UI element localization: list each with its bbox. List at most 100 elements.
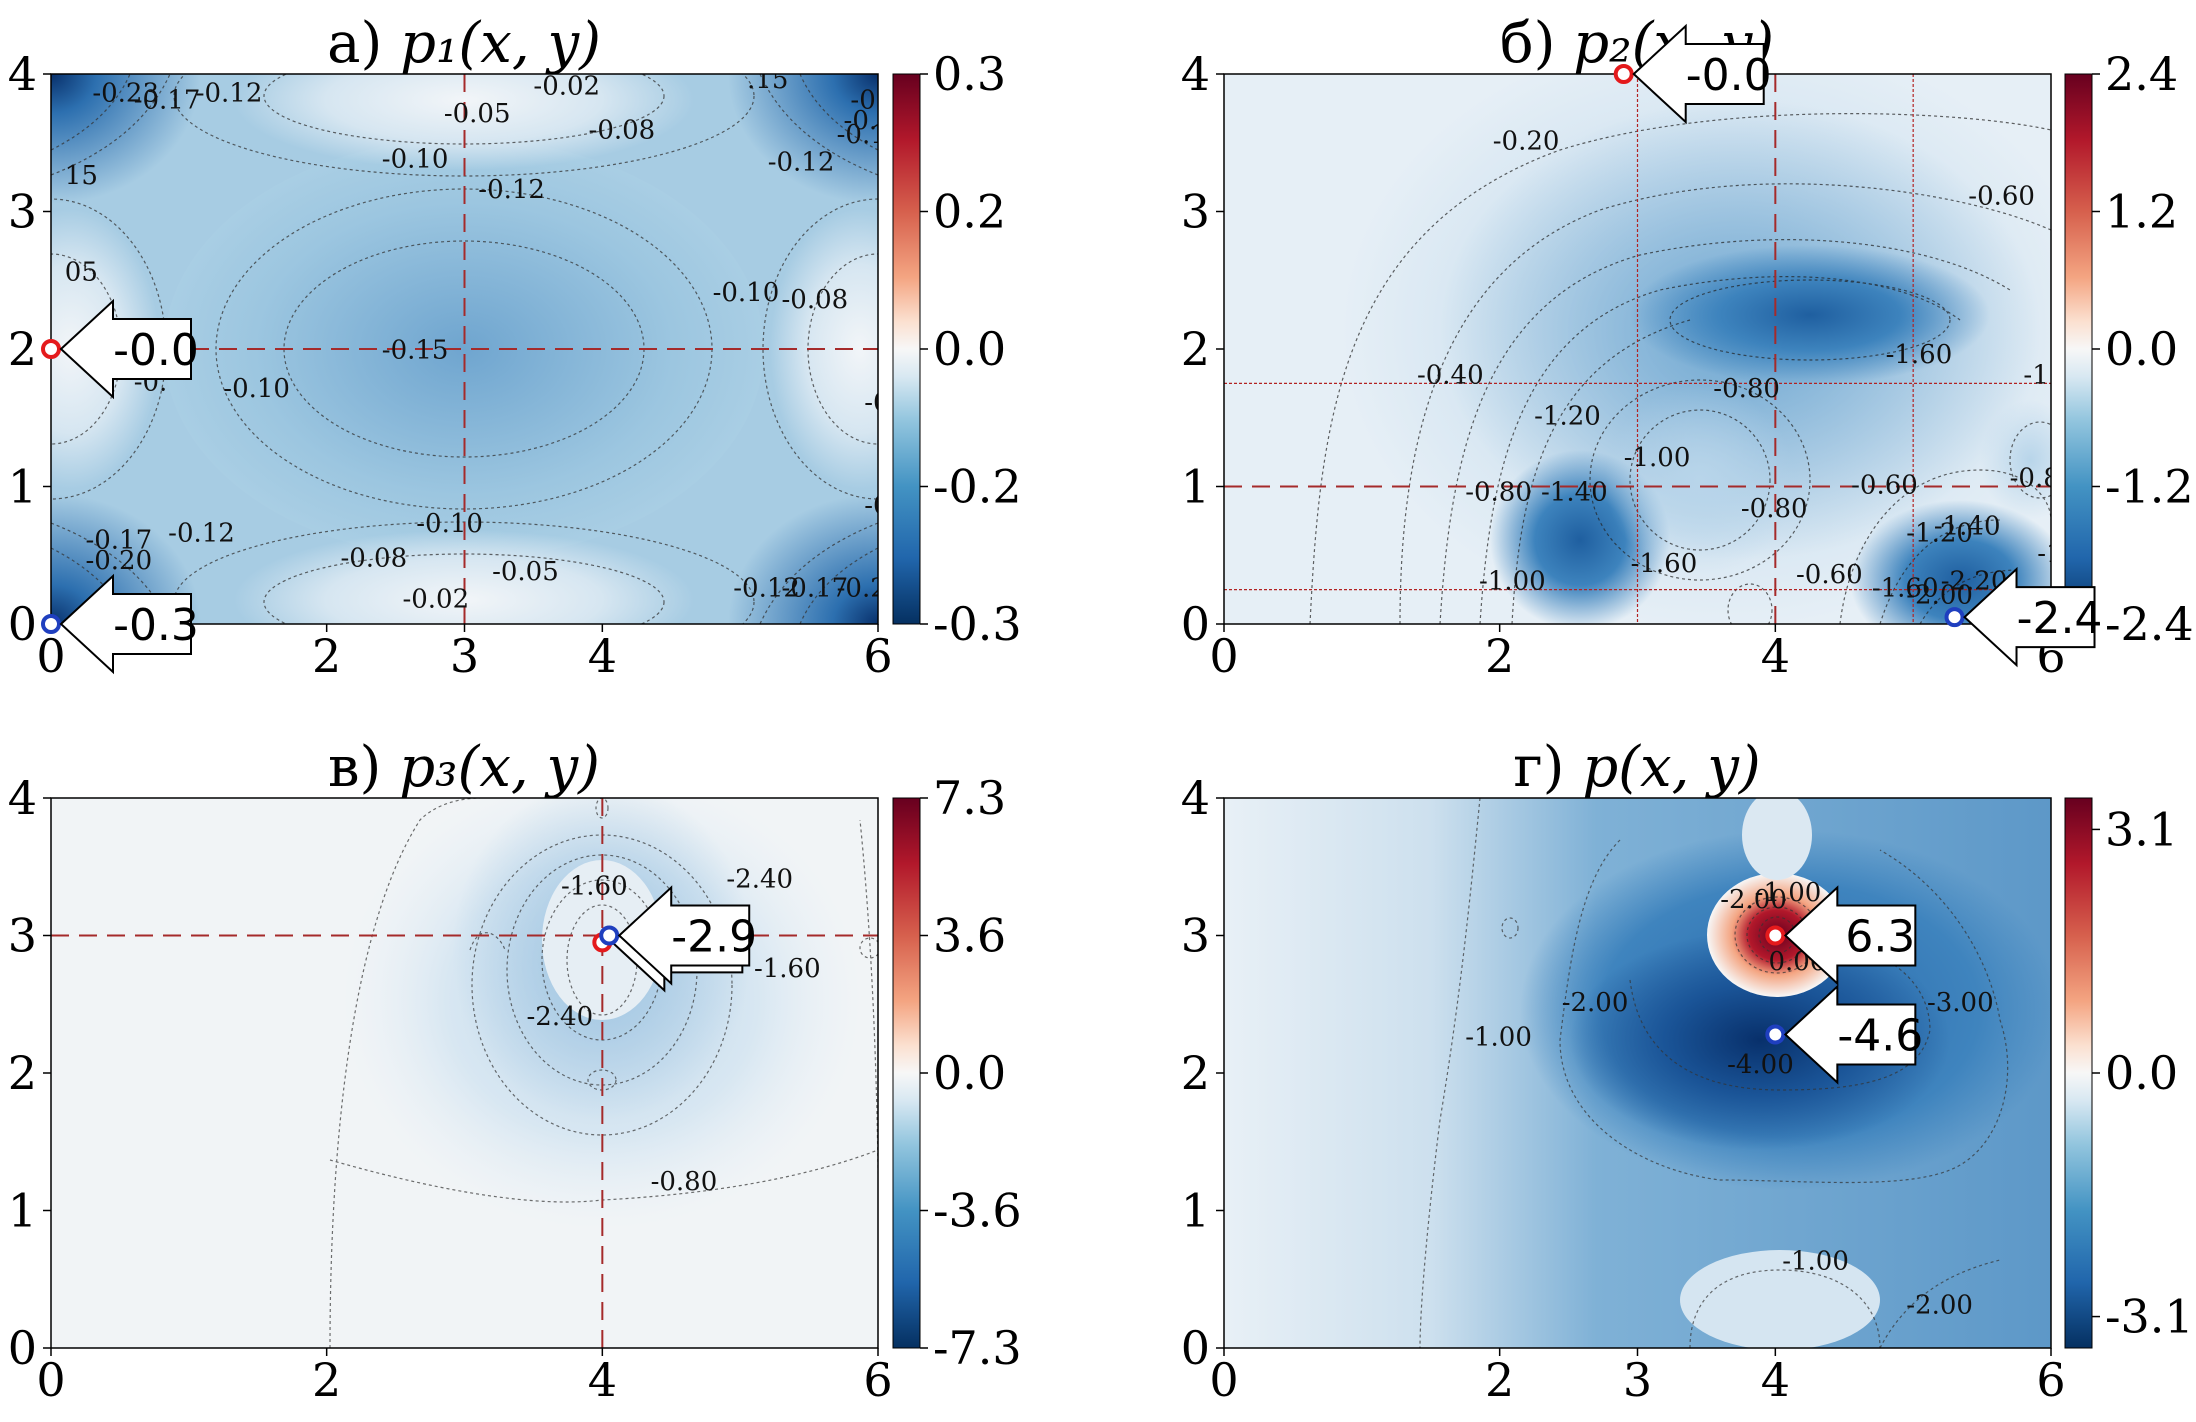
extremum-marker-min <box>599 925 620 946</box>
panel-d-y-tick-label: 2 <box>1181 1046 1210 1100</box>
extremum-value-label: -2.9 <box>671 912 757 963</box>
contour-label: -0.17 <box>134 85 201 115</box>
panel-d: -2.00-1.000.00-3.00-2.00-1.00-4.00-1.00-… <box>1181 735 2194 1407</box>
contour-label: -0.10 <box>713 278 780 308</box>
contour-label: -1.8 <box>2037 539 2087 569</box>
panel-a: -0.23-0.17-0.12-0.05-0.02-0.08-0.10-0.12… <box>8 11 1022 683</box>
contour-label: -0.80 <box>1465 477 1532 507</box>
contour-label: -4.00 <box>1727 1050 1794 1080</box>
panel-a-y-ticks: 0 1 2 3 4 <box>8 47 51 651</box>
contour-label: -0.23 <box>92 79 159 109</box>
contour-label: -1.60 <box>1886 340 1953 370</box>
contour-label: -0.23 <box>850 85 917 115</box>
extremum-value-label: -0.3 <box>113 600 199 651</box>
contour-label: -1.40 <box>1934 512 2001 542</box>
panel-b-gridlines <box>1224 74 2051 624</box>
panel-d-x-tick-label: 0 <box>1209 1353 1238 1407</box>
panel-c-colorbar-tick-label: 7.3 <box>933 771 1006 825</box>
panel-b-x-tick-label: 4 <box>1761 629 1790 683</box>
panel-d-title: г) p(x, y) <box>1513 735 1760 800</box>
contour-label: -1.00 <box>1479 567 1546 597</box>
extremum-value-label: 6.3 <box>1845 912 1915 963</box>
panel-c-y-tick-label: 1 <box>8 1184 37 1238</box>
panel-b-colorbar-tick-label: 1.2 <box>2105 185 2178 239</box>
panel-a-colorbar-tick-label: 0.2 <box>933 185 1006 239</box>
panel-d-contour-labels: -2.00-1.000.00-3.00-2.00-1.00-4.00-1.00-… <box>1465 878 1993 1321</box>
contour-label: -0.10 <box>416 509 483 539</box>
extremum-callout-min <box>59 573 192 675</box>
contour-label: -0.80 <box>1713 374 1780 404</box>
panel-a-y-tick-label: 0 <box>8 597 37 651</box>
panel-b-y-tick-label: 2 <box>1181 322 1210 376</box>
panel-c-x-ticks: 0 2 4 6 <box>36 1348 893 1407</box>
contour-label: -1.60 <box>1872 574 1939 604</box>
contour-label: -1.00 <box>1465 1023 1532 1053</box>
panel-d-y-tick-label: 3 <box>1181 909 1210 963</box>
panel-b-colorbar-tick-label: 0.0 <box>2105 322 2178 376</box>
panel-a-y-tick-label: 2 <box>8 322 37 376</box>
panel-d-y-tick-label: 4 <box>1181 771 1210 825</box>
contour-label: -1.00 <box>1624 443 1691 473</box>
contour-label: -0.80 <box>1741 494 1808 524</box>
extremum-callout-min <box>1783 984 1917 1085</box>
panel-c-y-tick-label: 2 <box>8 1046 37 1100</box>
extremum-callout-max <box>59 298 192 400</box>
contour-label: -2.00 <box>1720 885 1787 915</box>
panel-c-colorbar-tick-label: 0.0 <box>933 1046 1006 1100</box>
panel-c-colorbar-ticks: 7.3 3.6 0.0 -3.6 -7.3 <box>920 771 1022 1375</box>
extremum-callout-max <box>1632 23 1765 125</box>
panel-d-x-tick-label: 3 <box>1623 1353 1652 1407</box>
contour-label: -0.60 <box>1796 560 1863 590</box>
panel-d-heatmap: -2.00-1.000.00-3.00-2.00-1.00-4.00-1.00-… <box>1224 798 2051 1348</box>
panel-a-x-tick-label: 6 <box>863 629 892 683</box>
panel-a-heatmap: -0.23-0.17-0.12-0.05-0.02-0.08-0.10-0.12… <box>51 72 917 624</box>
contour-label: -2.40 <box>527 1002 594 1032</box>
contour-label: -0.80 <box>2010 464 2077 494</box>
panel-d-colorbar-tick-label: 0.0 <box>2105 1046 2178 1100</box>
panel-c-x-tick-label: 6 <box>863 1353 892 1407</box>
extremum-value-label: -4.6 <box>1837 1011 1923 1062</box>
panel-a-colorbar <box>892 73 921 625</box>
panel-c-colorbar-tick-label: -7.3 <box>933 1321 1022 1375</box>
panel-a-title: а) p₁(x, y) <box>327 11 601 76</box>
panel-a-crosshair <box>51 74 878 624</box>
contour-label: -1.60 <box>561 871 628 901</box>
extremum-callout-max <box>1783 885 1917 986</box>
panel-c: -1.60 -1.60 -2.40 -2.40 -0.80 в) p₃(x, y) 0 2… <box>8 735 1022 1407</box>
contour-label: -2.00 <box>1906 580 1973 610</box>
extremum-callout-min <box>1963 566 2096 668</box>
contour-label: -0.12 <box>478 175 545 205</box>
contour-label: -1.20 <box>1906 519 1973 549</box>
panel-b-colorbar-tick-label: -1.2 <box>2105 460 2194 514</box>
contour-label: -0.02 <box>533 72 600 102</box>
panel-b-y-tick-label: 4 <box>1181 47 1210 101</box>
panel-c-x-tick-label: 4 <box>588 1353 617 1407</box>
panel-b-x-tick-label: 2 <box>1485 629 1514 683</box>
panel-b-y-tick-label: 0 <box>1181 597 1210 651</box>
panel-a-x-tick-label: 3 <box>450 629 479 683</box>
contour-label: -1.00 <box>2023 360 2090 390</box>
panel-d-colorbar <box>2064 797 2093 1349</box>
panel-c-x-tick-label: 2 <box>312 1353 341 1407</box>
contour-label: -0. <box>864 491 898 521</box>
contour-label: -0.23 <box>837 574 904 604</box>
contour-label: -0.08 <box>782 285 849 315</box>
panel-d-colorbar-tick-label: -3.1 <box>2105 1290 2194 1344</box>
panel-c-heatmap: -1.60 -1.60 -2.40 -2.40 -0.80 <box>51 798 878 1348</box>
panel-b-colorbar <box>2064 73 2093 625</box>
panel-a-x-tick-label: 2 <box>312 629 341 683</box>
contour-label: -1.00 <box>1755 878 1822 908</box>
panel-b-y-tick-label: 3 <box>1181 185 1210 239</box>
panel-c-contour-labels: -1.60 -1.60 -2.40 -2.40 -0.80 <box>527 864 821 1197</box>
panel-a-y-tick-label: 4 <box>8 47 37 101</box>
panel-d-extrema: 6.3 -4.6 <box>1765 885 1923 1085</box>
panel-c-y-tick-label: 0 <box>8 1321 37 1375</box>
contour-label: 15 <box>65 161 98 191</box>
panel-b-colorbar-tick-label: 2.4 <box>2105 47 2178 101</box>
panel-a-contour-labels: -0.23-0.17-0.12-0.05-0.02-0.08-0.10-0.12… <box>65 72 917 615</box>
panel-b-colorbar-tick-label: -2.4 <box>2105 597 2194 651</box>
panel-b-contours <box>1309 113 2051 624</box>
contour-label: -0.08 <box>340 543 407 573</box>
panel-a-colorbar-tick-label: 0.0 <box>933 322 1006 376</box>
